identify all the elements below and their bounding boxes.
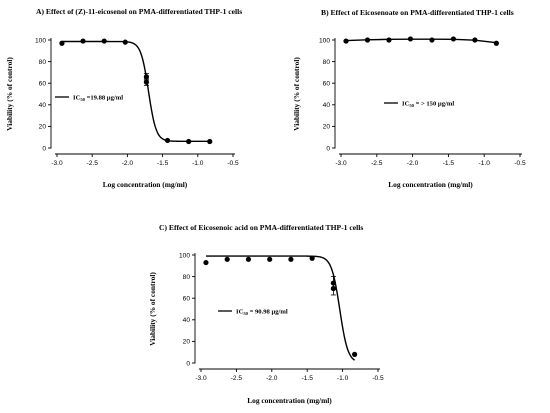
x-axis-label: Log concentration (mg/ml): [103, 180, 188, 189]
data-point: [207, 138, 213, 145]
legend-subscript: 50: [409, 103, 414, 108]
legend-value: =19.88 µg/ml: [85, 94, 123, 101]
data-point: [122, 39, 128, 45]
chart-panel-c: C) Effect of Eicosenoic acid on PMA-diff…: [148, 223, 384, 405]
y-tick-label: 80: [183, 274, 191, 281]
x-tick-label: -3.0: [51, 160, 63, 167]
data-point: [309, 255, 315, 261]
data-point: [288, 256, 294, 262]
fit-curve: [345, 38, 497, 44]
data-point: [203, 259, 209, 266]
data-point: [80, 38, 86, 44]
data-point: [330, 285, 336, 292]
y-tick-label: 80: [39, 59, 47, 66]
x-tick-label: -0.5: [514, 160, 526, 167]
y-axis-label: Viability (% of control): [292, 57, 301, 131]
y-tick-label: 20: [323, 124, 331, 131]
fit-curve: [205, 255, 356, 361]
data-point: [245, 256, 252, 262]
data-point: [224, 256, 230, 262]
y-tick-label: 60: [39, 81, 47, 88]
data-point: [352, 351, 358, 357]
y-tick-label: 20: [39, 124, 47, 131]
x-tick-label: -0.5: [227, 160, 239, 167]
data-point: [186, 138, 192, 145]
legend-value: = 90.98 µg/ml: [248, 308, 288, 315]
legend-prefix: IC: [73, 94, 81, 101]
y-tick-label: 60: [323, 81, 331, 88]
x-tick-label: -1.0: [337, 375, 349, 382]
y-tick-label: 0: [186, 360, 190, 367]
legend-label: IC50 = > 150 µg/ml: [402, 100, 454, 108]
y-tick-label: 80: [323, 59, 331, 66]
axes: [48, 38, 235, 157]
x-axis-label: Log concentration (mg/ml): [388, 180, 473, 189]
x-tick-label: -2.5: [371, 160, 383, 167]
x-tick-label: -1.5: [157, 160, 169, 167]
legend-prefix: IC: [236, 308, 244, 315]
y-tick-label: 100: [319, 37, 330, 44]
y-tick-label: 0: [326, 145, 330, 152]
legend: IC50 = 90.98 µg/ml: [218, 308, 288, 316]
data-point: [450, 36, 457, 42]
x-axis-label: Log concentration (mg/ml): [247, 396, 332, 405]
x-tick-label: -3.0: [195, 375, 207, 382]
data-point: [164, 137, 171, 144]
axes: [332, 38, 522, 157]
data-point: [59, 40, 65, 46]
legend-subscript: 50: [243, 311, 248, 316]
x-tick-label: -1.5: [443, 160, 455, 167]
legend: IC50 = > 150 µg/ml: [384, 100, 454, 108]
fit-curve: [61, 40, 210, 142]
data-point: [343, 38, 349, 44]
chart-panel-a: A) Effect of (Z)-11-eicosenol on PMA-dif…: [5, 7, 242, 189]
chart-title: A) Effect of (Z)-11-eicosenol on PMA-dif…: [36, 7, 242, 16]
x-tick-label: -2.0: [407, 160, 419, 167]
x-tick-label: -2.5: [87, 160, 99, 167]
chart-title: C) Effect of Eicosenoic acid on PMA-diff…: [159, 223, 363, 232]
y-tick-label: 40: [183, 317, 191, 324]
data-point: [143, 79, 150, 85]
x-tick-label: -1.0: [479, 160, 491, 167]
y-axis-label: Viability (% of control): [5, 57, 14, 131]
data-point: [429, 37, 435, 43]
x-tick-label: -2.5: [231, 375, 243, 382]
chart-title: B) Effect of Eicosenoate on PMA-differen…: [321, 8, 514, 17]
x-tick-label: -0.5: [372, 375, 384, 382]
x-tick-label: -2.0: [122, 160, 134, 167]
y-axis-label: Viability (% of control): [148, 272, 157, 346]
y-tick-label: 40: [39, 102, 47, 109]
data-point: [472, 37, 478, 43]
data-point: [101, 38, 107, 44]
chart-panel-b: B) Effect of Eicosenoate on PMA-differen…: [292, 8, 526, 189]
y-tick-label: 60: [183, 296, 191, 303]
x-tick-label: -2.0: [266, 375, 278, 382]
legend-label: IC50 =19.88 µg/ml: [73, 94, 123, 102]
data-point: [143, 74, 150, 80]
legend-subscript: 50: [80, 97, 85, 102]
x-tick-label: -3.0: [335, 160, 347, 167]
y-tick-label: 0: [42, 145, 46, 152]
legend: IC50 =19.88 µg/ml: [55, 94, 123, 102]
legend-value: = > 150 µg/ml: [414, 100, 454, 107]
data-point: [407, 36, 414, 42]
axes: [192, 253, 380, 372]
data-point: [364, 37, 371, 43]
x-tick-label: -1.0: [192, 160, 204, 167]
data-point: [386, 37, 392, 43]
x-tick-label: -1.5: [302, 375, 314, 382]
data-point: [493, 40, 499, 46]
y-tick-label: 40: [323, 102, 331, 109]
y-tick-label: 100: [179, 252, 190, 259]
legend-prefix: IC: [402, 100, 410, 107]
legend-label: IC50 = 90.98 µg/ml: [236, 308, 288, 316]
y-tick-label: 100: [35, 37, 46, 44]
data-point: [267, 256, 273, 262]
y-tick-label: 20: [183, 339, 191, 346]
